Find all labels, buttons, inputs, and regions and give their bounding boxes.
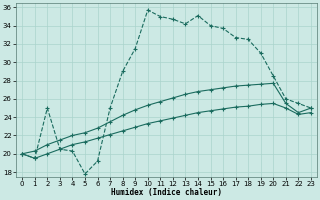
- X-axis label: Humidex (Indice chaleur): Humidex (Indice chaleur): [111, 188, 222, 197]
